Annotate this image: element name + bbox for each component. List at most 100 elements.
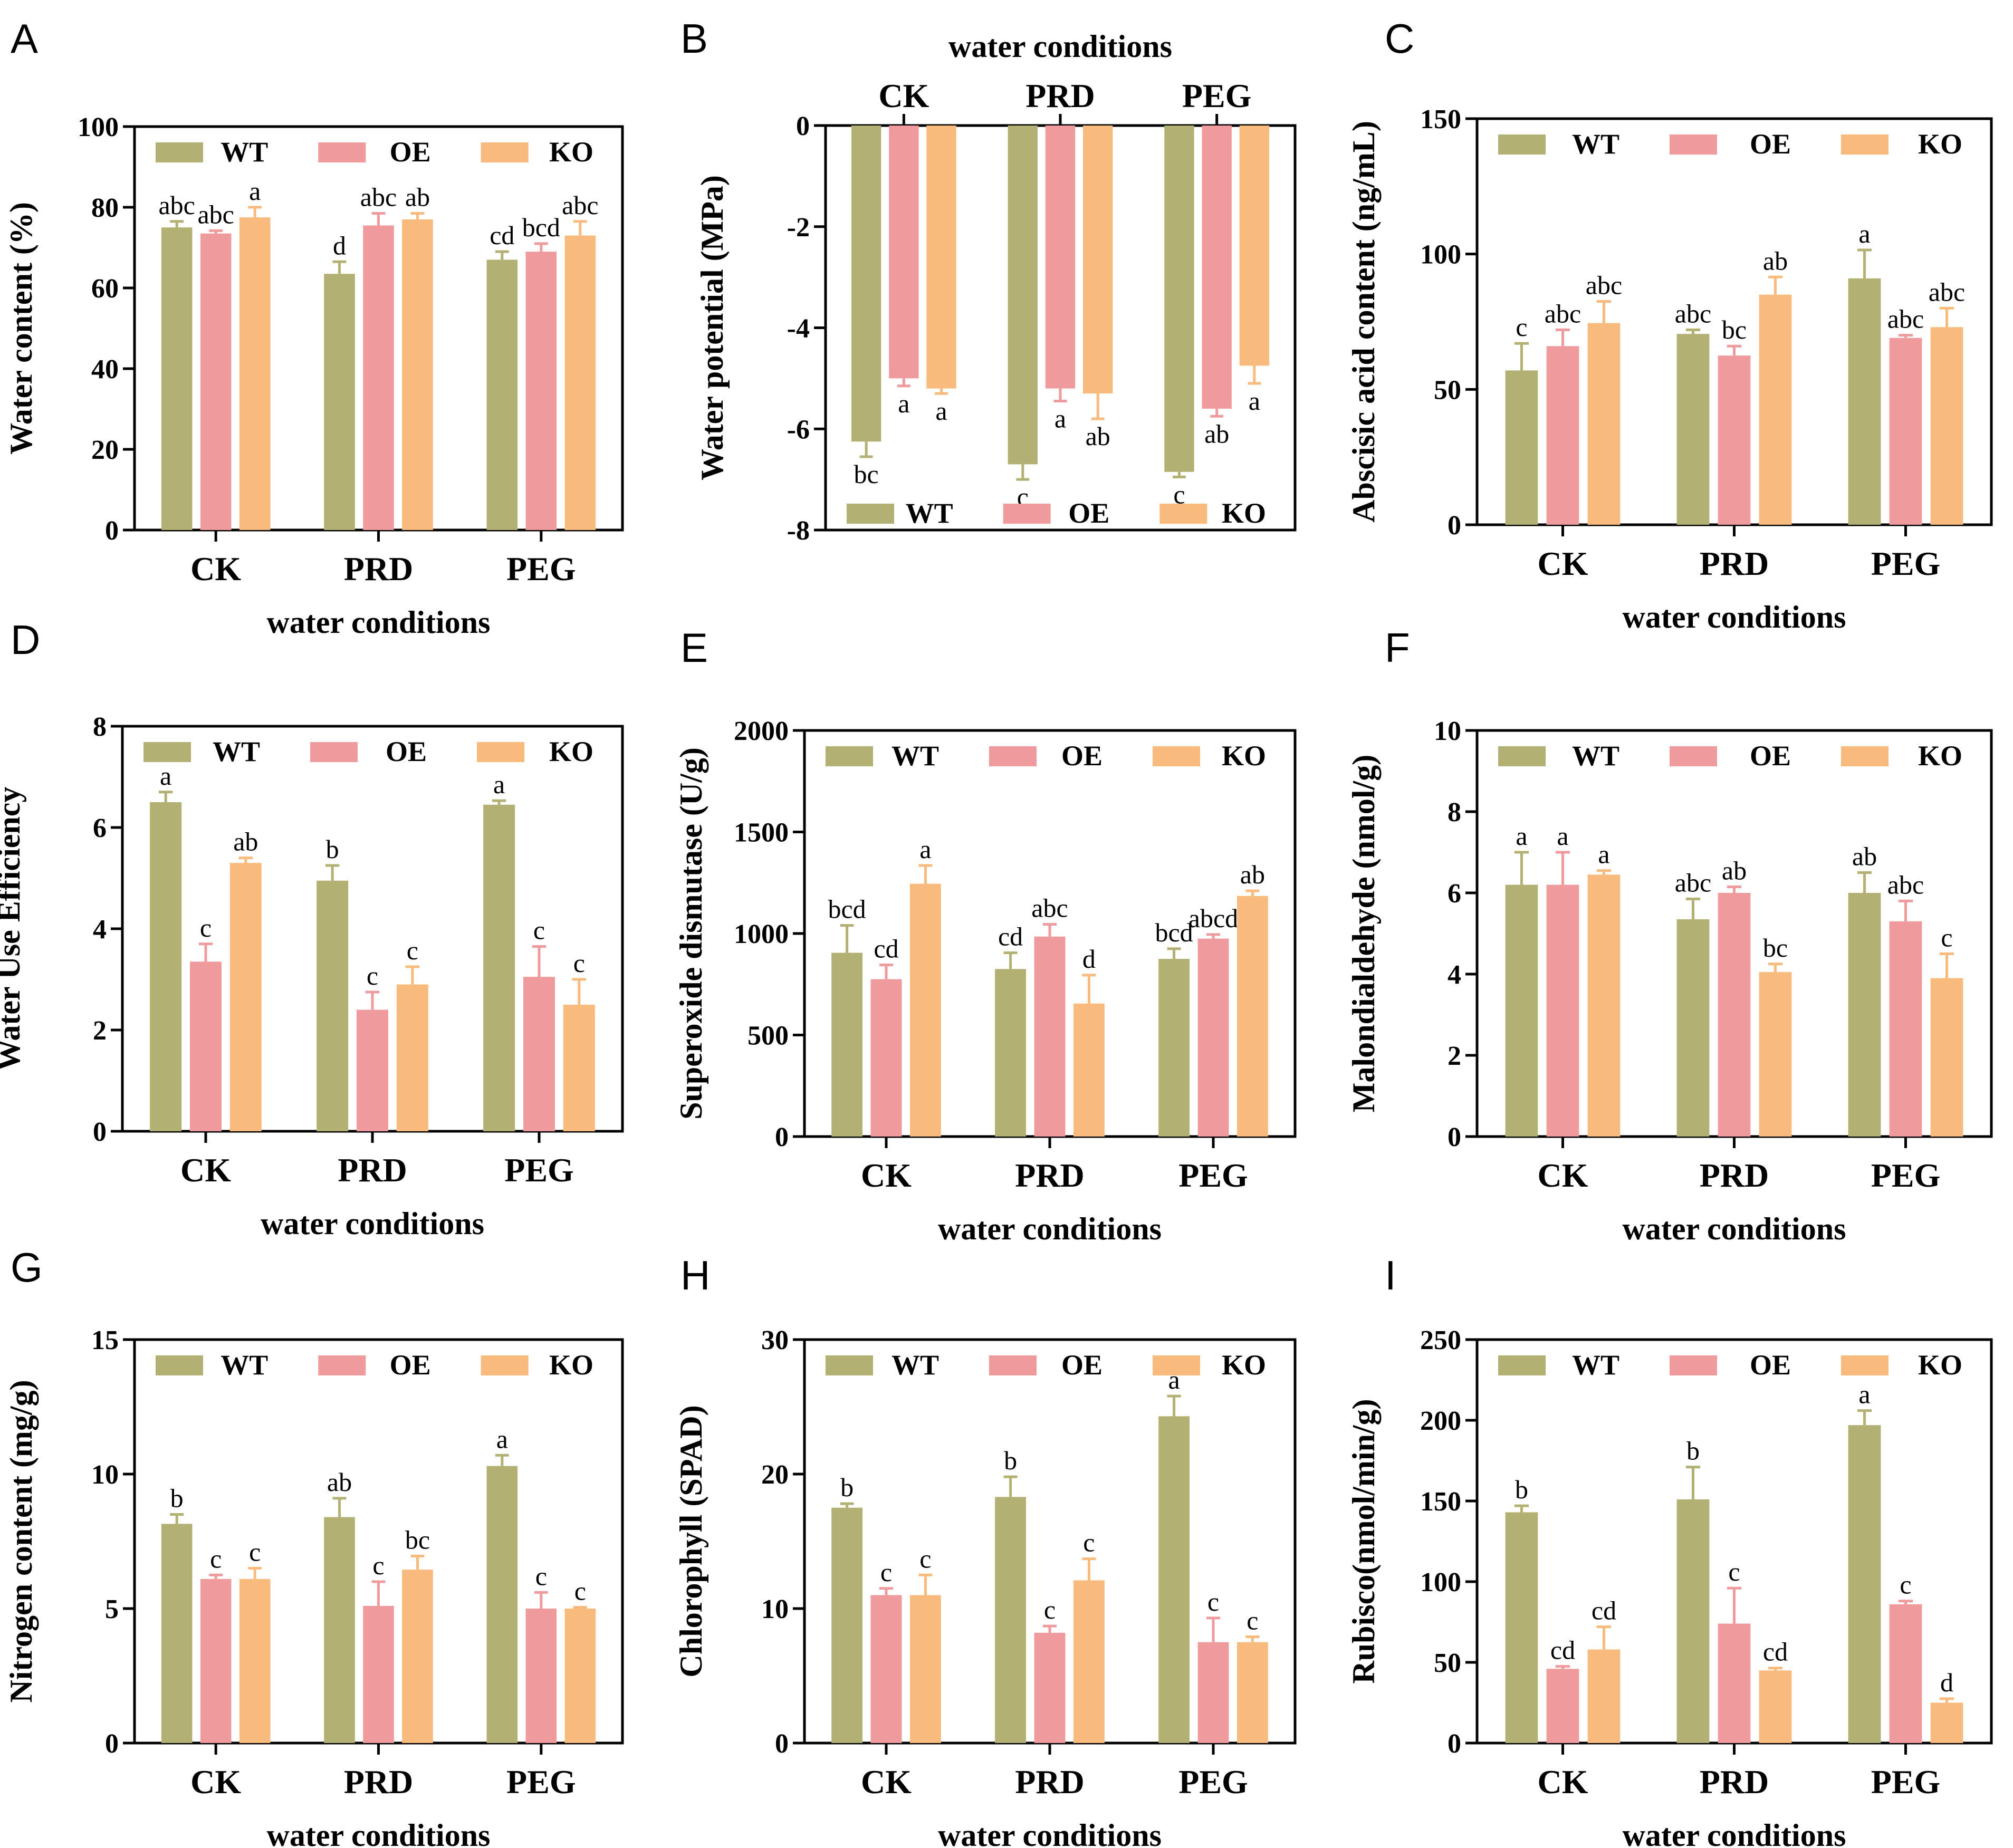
bar-wt-peg: [486, 1466, 518, 1743]
significance-label: abc: [1675, 299, 1711, 328]
significance-label: a: [493, 769, 505, 799]
bar-oe-prd: [1034, 1632, 1066, 1743]
legend-label-wt: WT: [906, 497, 953, 529]
bar-wt-prd: [1008, 126, 1038, 465]
legend-swatch-wt: [1498, 134, 1546, 155]
legend-label-wt: WT: [1572, 128, 1619, 160]
bar-ko-prd: [396, 984, 428, 1131]
bar-oe-prd: [1718, 893, 1751, 1137]
bar-oe-prd: [363, 225, 394, 530]
significance-label: a: [935, 396, 947, 426]
bar-wt-ck: [1505, 884, 1538, 1137]
legend-swatch-oe: [310, 742, 358, 762]
y-tick-label: 0: [93, 1117, 107, 1147]
significance-label: d: [333, 230, 346, 260]
category-label: PEG: [504, 1151, 574, 1189]
category-label: PRD: [338, 1151, 407, 1189]
y-tick-label: 60: [91, 274, 119, 304]
y-tick-label: 150: [1420, 1487, 1461, 1517]
significance-label: c: [1173, 479, 1185, 509]
significance-label: a: [1858, 1380, 1870, 1409]
significance-label: c: [372, 1551, 384, 1580]
legend-label-oe: OE: [1750, 1349, 1791, 1381]
significance-label: abc: [1031, 893, 1068, 923]
legend-swatch-wt: [1498, 1355, 1546, 1375]
y-tick-label: 20: [91, 435, 119, 465]
bar-ko-peg: [1930, 1702, 1963, 1743]
bar-oe-peg: [1197, 1642, 1229, 1743]
bar-oe-peg: [1889, 1604, 1922, 1743]
category-label: PRD: [1700, 1763, 1769, 1801]
panel-letter: H: [680, 1252, 710, 1298]
legend-swatch-oe: [1670, 134, 1717, 155]
y-tick-label: 10: [91, 1460, 119, 1490]
bar-oe-ck: [870, 979, 902, 1137]
legend-label-ko: KO: [549, 136, 593, 168]
y-tick-label: 2000: [734, 716, 789, 746]
category-label: PEG: [1182, 77, 1252, 114]
bar-ko-prd: [402, 219, 433, 530]
y-tick-label: 8: [93, 712, 107, 742]
legend-swatch-wt: [826, 1355, 873, 1375]
category-label: CK: [180, 1151, 231, 1189]
category-label: CK: [1538, 545, 1588, 582]
y-tick-label: -8: [787, 516, 810, 546]
category-label: CK: [878, 77, 929, 114]
significance-label: c: [919, 1544, 931, 1573]
category-label: CK: [1538, 1157, 1588, 1194]
significance-label: ab: [405, 182, 430, 211]
y-tick-label: -4: [787, 314, 810, 344]
bar-oe-peg: [1889, 921, 1922, 1137]
bar-wt-peg: [1848, 893, 1881, 1137]
category-label: CK: [190, 1763, 241, 1801]
panel-letter: F: [1385, 624, 1410, 671]
bar-oe-prd: [356, 1009, 389, 1131]
category-label: PRD: [344, 550, 414, 588]
bar-ko-peg: [563, 1005, 595, 1131]
category-label: CK: [861, 1763, 912, 1801]
y-tick-label: 100: [78, 112, 119, 142]
y-tick-label: 0: [1448, 511, 1461, 541]
significance-label: c: [249, 1537, 261, 1567]
legend-swatch-oe: [1003, 504, 1051, 524]
y-tick-label: 200: [1420, 1406, 1461, 1436]
bar-wt-prd: [995, 969, 1027, 1137]
bar-oe-ck: [889, 126, 919, 379]
legend-swatch-ko: [1841, 746, 1889, 766]
significance-label: c: [533, 916, 545, 945]
bar-wt-prd: [324, 274, 355, 530]
category-label: CK: [190, 550, 241, 588]
bar-oe-peg: [525, 1609, 557, 1743]
bar-oe-peg: [1202, 126, 1232, 409]
significance-label: c: [573, 948, 585, 978]
bar-wt-peg: [1848, 1425, 1881, 1743]
y-axis-title: Nitrogen content (mg/g): [4, 1380, 39, 1702]
significance-label: a: [249, 176, 261, 206]
category-label: PEG: [1871, 545, 1941, 582]
legend-label-oe: OE: [1061, 740, 1103, 772]
category-label: CK: [1538, 1763, 1588, 1801]
significance-label: c: [407, 936, 418, 965]
y-tick-label: 15: [91, 1325, 119, 1355]
significance-label: b: [170, 1484, 184, 1513]
significance-label: c: [1516, 312, 1527, 342]
panel-letter: B: [680, 15, 708, 62]
bar-wt-ck: [1505, 370, 1538, 525]
bar-wt-prd: [1676, 334, 1710, 525]
legend-label-ko: KO: [1222, 740, 1266, 772]
significance-label: c: [1941, 923, 1952, 952]
y-tick-label: 0: [105, 1729, 119, 1759]
y-tick-label: 1500: [734, 818, 789, 848]
legend-swatch-wt: [156, 1355, 203, 1375]
bar-ko-ck: [239, 1578, 271, 1743]
y-tick-label: 20: [761, 1460, 789, 1490]
bar-ko-peg: [564, 235, 596, 530]
bar-wt-peg: [1164, 126, 1194, 472]
category-label: PRD: [1015, 1763, 1085, 1801]
significance-label: c: [200, 913, 212, 942]
chart-panel-e: E0500100015002000bcdcdaCKcdabcdPRDbcdabc…: [674, 624, 1297, 1246]
x-axis-title: water conditions: [938, 1818, 1162, 1848]
legend-swatch-oe: [989, 1355, 1037, 1375]
